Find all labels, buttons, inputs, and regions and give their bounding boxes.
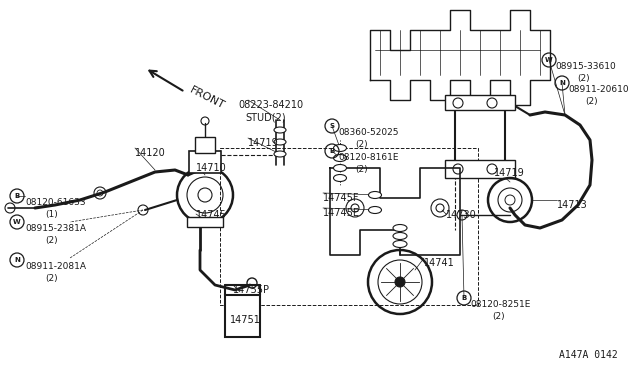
Text: 08911-2081A: 08911-2081A [25,262,86,271]
Ellipse shape [369,206,381,214]
Bar [195,137,215,153]
Ellipse shape [369,192,381,199]
Ellipse shape [274,139,286,145]
Ellipse shape [393,241,407,247]
Bar [445,95,515,110]
Ellipse shape [333,164,346,171]
Ellipse shape [333,144,346,151]
Text: 08120-8161E: 08120-8161E [338,153,399,162]
Text: 14719: 14719 [494,168,525,178]
Text: 14713: 14713 [557,200,588,210]
Text: S: S [330,123,335,129]
Text: 08911-20610: 08911-20610 [568,85,628,94]
Text: 14710: 14710 [196,163,227,173]
Text: 08915-2381A: 08915-2381A [25,224,86,233]
Ellipse shape [274,127,286,133]
Bar [187,217,223,227]
Text: 08120-8251E: 08120-8251E [470,300,531,309]
Bar [445,160,515,178]
Text: 14120: 14120 [135,148,166,158]
Text: 14741: 14741 [424,258,455,268]
Bar [189,151,221,173]
Text: 14745E: 14745E [323,208,360,218]
Text: 14751: 14751 [230,315,261,325]
Text: (2): (2) [492,312,504,321]
Ellipse shape [333,174,346,182]
Text: 14745F: 14745F [323,193,360,203]
Text: FRONT: FRONT [188,85,227,111]
Bar [225,295,260,337]
Ellipse shape [393,224,407,231]
Text: 08915-33610: 08915-33610 [555,62,616,71]
Text: (2): (2) [45,236,58,245]
Text: B: B [461,295,467,301]
Text: N: N [14,257,20,263]
Text: N: N [559,80,565,86]
Text: 14719: 14719 [248,138,279,148]
Text: (1): (1) [45,210,58,219]
Text: 08360-52025: 08360-52025 [338,128,399,137]
Text: (2): (2) [45,274,58,283]
Polygon shape [330,168,460,255]
Text: 14730: 14730 [446,210,477,220]
Ellipse shape [333,154,346,161]
Text: 14755P: 14755P [233,285,270,295]
Text: (2): (2) [585,97,598,106]
Text: 14745: 14745 [196,210,227,220]
Text: (2): (2) [577,74,589,83]
Text: 08120-61633: 08120-61633 [25,198,86,207]
Ellipse shape [393,232,407,240]
Ellipse shape [274,151,286,157]
Text: B: B [330,148,335,154]
Text: (2): (2) [355,165,367,174]
Text: W: W [545,57,553,63]
Text: B: B [14,193,20,199]
Text: (2): (2) [355,140,367,149]
Text: A147A 0142: A147A 0142 [559,350,618,360]
Polygon shape [370,10,550,105]
Text: STUD(2): STUD(2) [245,113,285,123]
Text: W: W [13,219,21,225]
Circle shape [395,277,405,287]
Text: 08223-84210: 08223-84210 [238,100,303,110]
